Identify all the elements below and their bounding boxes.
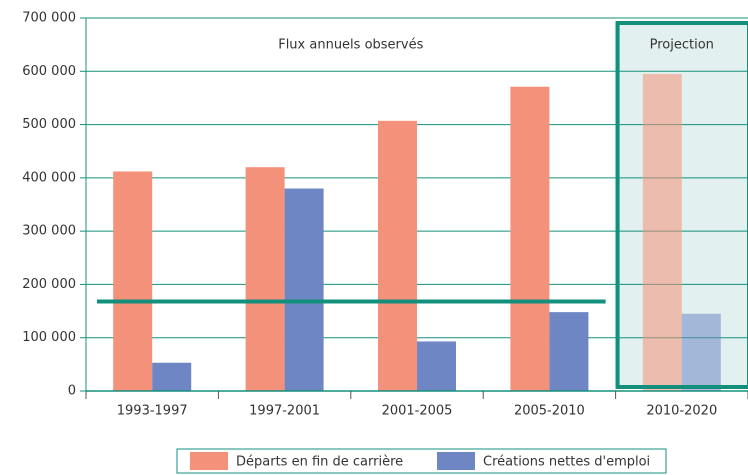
bar	[549, 312, 589, 391]
y-tick-label: 0	[68, 384, 76, 399]
x-tick-label: 1997-2001	[249, 404, 320, 419]
legend-swatch	[437, 452, 475, 470]
legend-label: Départs en fin de carrière	[236, 455, 403, 470]
bar	[642, 73, 682, 391]
y-tick-label: 600 000	[22, 64, 76, 79]
bar	[378, 120, 417, 391]
bar	[417, 341, 456, 391]
legend-label: Créations nettes d'emploi	[483, 455, 650, 470]
bar	[113, 171, 153, 391]
annotation: Flux annuels observés	[278, 38, 423, 53]
projection-frame	[615, 21, 748, 389]
bar	[284, 188, 324, 391]
x-tick-label: 1993-1997	[117, 404, 188, 419]
y-tick-label: 300 000	[22, 224, 76, 239]
y-tick-label: 100 000	[22, 330, 76, 345]
legend-swatch	[190, 452, 228, 470]
y-tick-label: 200 000	[22, 277, 76, 292]
x-tick-label: 2010-2020	[646, 404, 717, 419]
annotation: Projection	[650, 38, 714, 53]
bar	[152, 362, 192, 391]
x-tick-label: 2005-2010	[514, 404, 585, 419]
y-tick-label: 500 000	[22, 117, 76, 132]
x-tick-label: 2001-2005	[382, 404, 453, 419]
y-tick-label: 400 000	[22, 170, 76, 185]
bar	[681, 313, 721, 391]
bar	[245, 167, 285, 391]
y-tick-label: 700 000	[22, 11, 76, 26]
bar	[510, 86, 550, 391]
legend-box	[176, 448, 667, 474]
